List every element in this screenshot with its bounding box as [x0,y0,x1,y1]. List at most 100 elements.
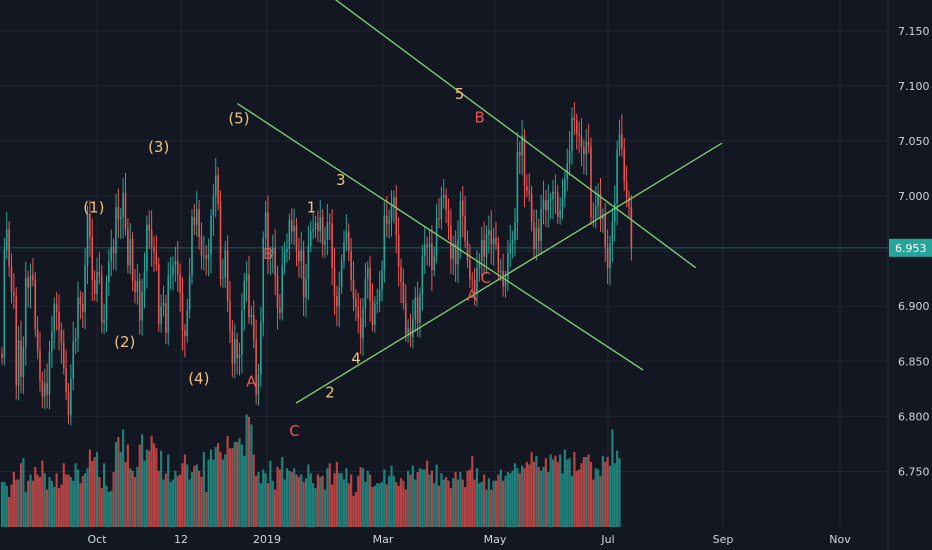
volume-bar [43,473,46,527]
candle-body [328,222,331,224]
volume-bar [148,450,151,527]
candle-body [243,280,246,311]
candle-body [112,246,115,254]
volume-bar [328,463,331,527]
volume-bar [183,454,186,527]
volume-bar [164,473,167,527]
candle-body [148,224,151,231]
time-axis[interactable]: Oct 12 2019 Mar May Jul Sep Nov [87,533,851,546]
volume-bar [200,477,203,527]
wave-label: B [263,245,273,263]
candle-body [537,228,540,242]
volume-bar [380,482,384,527]
volume-bar [138,444,141,527]
last-price-value: 6.953 [895,242,927,255]
candle-body [143,270,146,292]
candle-body [490,230,493,245]
volume-bar [50,480,53,527]
volume-bar [414,479,417,527]
candle-body [602,214,604,220]
trendline [334,0,697,269]
candle-body [77,297,79,339]
candle-body [160,306,162,324]
volume-bar [48,477,51,527]
candle-body [535,228,538,249]
candle-body [200,236,203,256]
candle-body [364,278,367,309]
candle-body [545,200,547,211]
candle-body [32,275,34,280]
volume-bar [46,489,49,527]
candle-body [179,274,181,294]
candle-body [371,300,374,325]
volume-bar [38,477,42,527]
candle-body [331,223,333,268]
y-tick-label: 6.900 [898,300,930,313]
volume-bar [402,480,405,527]
candle-body [571,117,573,151]
volume-bar [247,417,251,527]
candle-body [307,245,310,279]
candle-body [279,308,281,313]
volume-bar [145,449,148,527]
volume-bar [10,484,13,527]
volume-bar [556,462,559,527]
volume-bar [84,473,87,527]
candle-body [518,152,521,156]
candle-body [625,181,628,198]
candle-body [397,234,400,267]
candle-body [623,148,626,182]
volume-bar [561,473,564,527]
volume-bar [17,479,20,527]
candle-body [402,281,405,303]
volume-bar [193,465,196,527]
volume-bar [236,442,239,527]
candle-body [438,218,440,220]
candle-body [288,220,291,249]
candle-body [552,191,554,200]
volume-bar [483,474,486,527]
candle-body [609,243,611,268]
volume-bar [131,470,134,527]
candle-body [131,239,134,281]
candle-body [404,302,407,334]
candle-body [497,243,500,273]
volume-bar [397,485,400,527]
candle-body [305,278,307,298]
volume-bar [352,495,355,527]
volume-bar [91,460,94,527]
volume-bar [27,480,30,527]
volume-bar [359,467,362,527]
candle-body [604,214,607,247]
y-tick-label: 6.850 [898,355,930,368]
volume-bar [608,465,612,527]
candle-body [276,275,279,309]
volume-bar [331,484,334,527]
volume-bar [585,457,588,527]
volume-bar [369,474,372,527]
volume-bar [79,483,82,527]
candle-body [96,272,98,295]
volume-bar [259,483,262,527]
candle-body [100,275,103,323]
volume-bar [373,485,376,527]
volume-bar [150,435,153,527]
candle-body [326,222,329,241]
candle-body [471,278,474,280]
volume-bar [285,468,289,527]
volume-bar [22,458,25,527]
volume-bar [618,458,621,527]
candle-body [186,310,189,336]
volume-bar [257,472,260,527]
candle-body [495,237,497,244]
candle-body [504,278,507,287]
candle-body [214,175,217,197]
volume-bar [487,478,490,527]
candle-body [431,243,433,270]
volume-bar [202,452,205,527]
volume-bar [110,490,113,527]
candle-body [224,250,227,278]
volume-bar [597,469,600,527]
candle-body [217,175,219,204]
